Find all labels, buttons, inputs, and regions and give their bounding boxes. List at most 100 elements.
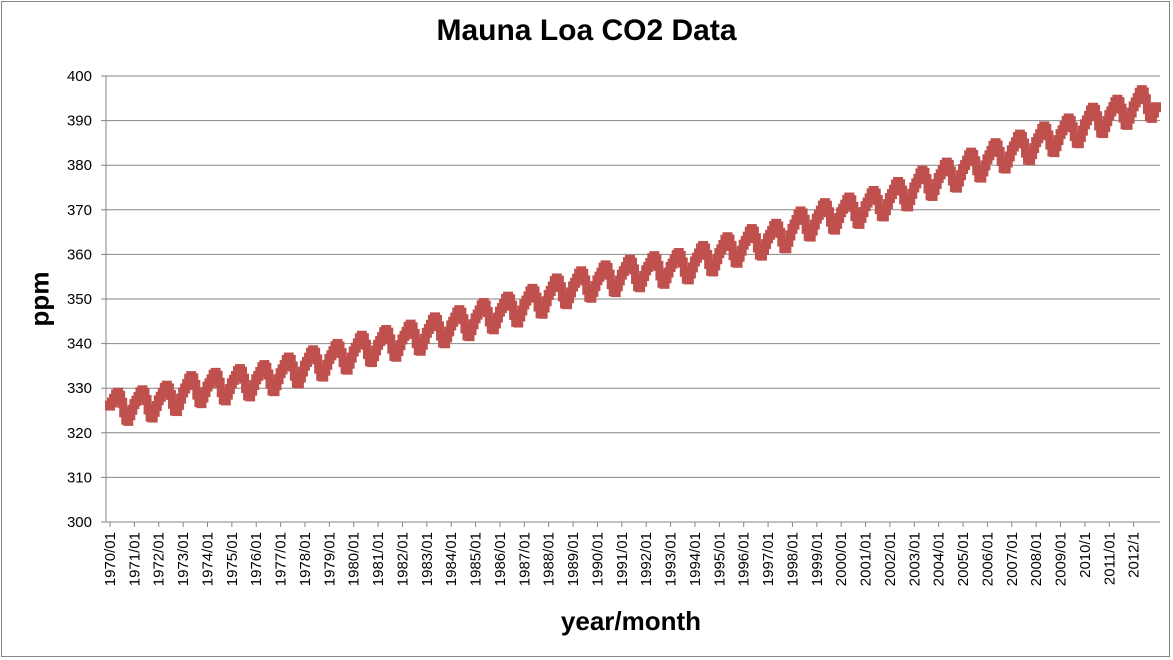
data-point: [417, 339, 428, 350]
x-tick-label: 2006/01: [979, 532, 996, 586]
data-point: [651, 254, 662, 265]
y-tick-label: 320: [67, 425, 92, 442]
data-point: [1142, 104, 1153, 115]
data-point: [718, 239, 729, 250]
data-point: [992, 140, 1003, 151]
data-point: [383, 327, 394, 338]
data-point: [490, 318, 501, 329]
data-point: [830, 224, 841, 235]
data-point: [905, 195, 916, 206]
x-tick-label: 1994/01: [687, 532, 704, 586]
data-point: [1043, 130, 1054, 141]
data-point: [547, 281, 558, 292]
data-point: [807, 225, 818, 236]
data-point: [708, 266, 719, 277]
data-point: [742, 231, 753, 242]
data-point: [334, 341, 345, 352]
data-point: [287, 361, 298, 372]
data-point: [557, 291, 568, 302]
data-point: [612, 281, 623, 292]
data-point: [507, 300, 518, 311]
data-point: [590, 281, 601, 292]
data-point: [1016, 132, 1027, 143]
x-tick-label: 1983/01: [419, 532, 436, 586]
y-tick-label: 390: [67, 113, 92, 130]
x-axis-title: year/month: [560, 606, 702, 636]
y-tick-label: 400: [67, 68, 92, 85]
data-point: [265, 378, 276, 389]
data-point: [677, 257, 688, 268]
data-point: [167, 398, 178, 409]
data-point: [899, 194, 910, 205]
x-tick-label: 1993/01: [663, 532, 680, 586]
data-point: [580, 275, 591, 286]
data-point: [165, 389, 176, 400]
x-tick-label: 2004/01: [931, 532, 948, 586]
x-tick-label: 1989/01: [565, 532, 582, 586]
x-tick-label: 2000/01: [833, 532, 850, 586]
data-point: [513, 317, 524, 328]
data-point: [468, 319, 479, 330]
data-point: [212, 370, 223, 381]
data-point: [182, 379, 193, 390]
data-point: [515, 311, 526, 322]
data-point: [748, 226, 759, 237]
data-point: [115, 390, 126, 401]
data-point: [639, 270, 650, 281]
data-point: [279, 360, 290, 371]
data-point: [352, 338, 363, 349]
data-point: [994, 146, 1005, 157]
data-point: [407, 322, 418, 333]
data-point: [1018, 138, 1029, 149]
data-point: [834, 213, 845, 224]
data-point: [391, 351, 402, 362]
data-point: [342, 364, 353, 375]
data-point: [312, 354, 323, 365]
data-point: [978, 166, 989, 177]
data-point: [539, 302, 550, 313]
data-point: [533, 301, 544, 312]
data-point: [220, 395, 231, 406]
data-point: [582, 284, 593, 295]
data-point: [517, 305, 528, 316]
data-point: [712, 254, 723, 265]
data-point: [261, 362, 272, 373]
data-point: [702, 249, 713, 260]
data-point: [358, 333, 369, 344]
data-point: [996, 156, 1007, 167]
data-point: [362, 349, 373, 360]
data-point: [561, 299, 572, 310]
data-point: [1077, 125, 1088, 136]
data-point: [320, 365, 331, 376]
data-point: [606, 279, 617, 290]
data-point: [425, 319, 436, 330]
data-point: [578, 268, 589, 279]
data-point: [1100, 122, 1111, 133]
data-point: [694, 248, 705, 259]
data-point: [488, 324, 499, 335]
x-tick-label: 1980/01: [346, 532, 363, 586]
data-point: [263, 369, 274, 380]
data-point: [432, 314, 443, 325]
data-point: [882, 199, 893, 210]
data-point: [631, 273, 642, 284]
data-point: [176, 393, 187, 404]
data-point: [553, 275, 564, 286]
data-point: [537, 308, 548, 319]
data-point: [188, 373, 199, 384]
y-tick-labels: 300 310 320 330 340 350 360 370 380 390 400: [67, 68, 92, 531]
data-point: [139, 388, 150, 399]
data-point: [919, 167, 930, 178]
data-point: [1132, 93, 1143, 104]
data-point: [614, 275, 625, 286]
data-point: [1004, 151, 1015, 162]
data-point: [756, 250, 767, 261]
data-point: [858, 207, 869, 218]
data-point: [484, 316, 495, 327]
x-tick-label: 1972/01: [151, 532, 168, 586]
data-point: [214, 377, 225, 388]
x-tick-label: 1981/01: [370, 532, 387, 586]
data-point: [927, 190, 938, 201]
data-point: [962, 155, 973, 166]
data-point: [809, 219, 820, 230]
